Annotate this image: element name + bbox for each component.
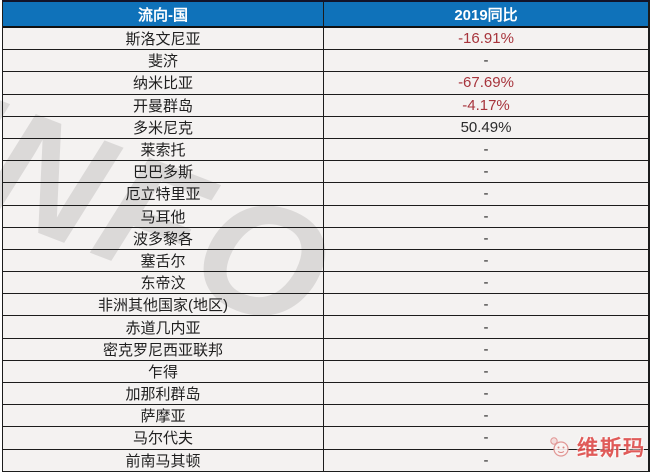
value-cell: - <box>483 362 489 380</box>
table-row: 开曼群岛 -4.17% <box>3 94 648 117</box>
table-row: 赤道几内亚 - <box>3 316 648 339</box>
country-cell: 斐济 <box>3 50 324 72</box>
table-row: 巴巴多斯 - <box>3 161 648 184</box>
country-cell: 赤道几内亚 <box>3 316 324 338</box>
value-cell: - <box>483 429 489 447</box>
mascot-icon <box>550 437 569 457</box>
table-row: 塞舌尔 - <box>3 249 648 273</box>
value-cell: - <box>483 385 489 403</box>
table-row: 萨摩亚 - <box>3 405 648 428</box>
country-cell: 非洲其他国家(地区) <box>3 294 324 316</box>
table-row: 前南马其顿 - <box>3 449 648 472</box>
table-row: 纳米比亚 -67.69% <box>3 72 648 95</box>
value-cell: - <box>483 163 489 181</box>
country-cell: 塞舌尔 <box>3 249 324 272</box>
table-body: 斯洛文尼亚 -16.91% 斐济 - 纳米比亚 -67.69% 开曼群岛 -4.… <box>3 28 648 472</box>
country-cell: 波多黎各 <box>3 227 324 249</box>
country-cell: 前南马其顿 <box>3 449 324 471</box>
country-cell: 多米尼克 <box>3 116 324 138</box>
table-row: 斯洛文尼亚 -16.91% <box>3 28 648 51</box>
country-cell: 密克罗尼西亚联邦 <box>3 338 324 360</box>
value-cell: -16.91% <box>458 30 514 48</box>
value-cell: - <box>483 52 489 70</box>
value-cell: - <box>483 451 489 469</box>
country-cell: 开曼群岛 <box>3 94 324 116</box>
value-cell: -67.69% <box>458 74 514 92</box>
country-cell: 萨摩亚 <box>3 405 324 427</box>
value-cell: 50.49% <box>460 118 512 136</box>
value-cell: - <box>483 274 489 292</box>
table-row: 加那利群岛 - <box>3 383 648 406</box>
table-row: 马尔代夫 - <box>3 427 648 450</box>
table-row: 东帝汶 - <box>3 272 648 295</box>
table-row: 厄立特里亚 - <box>3 183 648 206</box>
value-cell: - <box>483 207 489 225</box>
country-cell: 马尔代夫 <box>3 427 324 449</box>
header-cell-yoy: 2019同比 <box>454 6 518 24</box>
country-cell: 纳米比亚 <box>3 72 324 94</box>
value-cell: - <box>483 296 489 314</box>
value-cell: - <box>483 141 489 159</box>
country-cell: 加那利群岛 <box>3 383 324 405</box>
header-cell-country: 流向-国 <box>3 2 324 26</box>
value-cell: - <box>483 251 489 269</box>
table-row: 斐济 - <box>3 50 648 73</box>
country-cell: 莱索托 <box>3 138 324 161</box>
country-cell: 乍得 <box>3 360 324 382</box>
table-header-row: 流向-国 2019同比 <box>3 2 648 28</box>
logo-text: 维斯玛 <box>577 437 646 460</box>
table-row: 密克罗尼西亚联邦 - <box>3 338 648 361</box>
table-row: 乍得 - <box>3 360 648 383</box>
value-cell: -4.17% <box>462 96 510 114</box>
table-row: 非洲其他国家(地区) - <box>3 294 648 317</box>
table-row: 马耳他 - <box>3 205 648 228</box>
vismar-logo: 维斯玛 <box>546 432 646 462</box>
country-cell: 马耳他 <box>3 205 324 227</box>
country-cell: 斯洛文尼亚 <box>3 28 324 50</box>
value-cell: - <box>483 229 489 247</box>
value-cell: - <box>483 340 489 358</box>
value-cell: - <box>483 407 489 425</box>
country-cell: 东帝汶 <box>3 272 324 294</box>
country-cell: 厄立特里亚 <box>3 183 324 205</box>
country-cell: 巴巴多斯 <box>3 161 324 183</box>
table-row: 莱索托 - <box>3 138 648 162</box>
value-cell: - <box>483 185 489 203</box>
value-cell: - <box>483 318 489 336</box>
table-row: 波多黎各 - <box>3 227 648 250</box>
table-row: 多米尼克 50.49% <box>3 116 648 139</box>
